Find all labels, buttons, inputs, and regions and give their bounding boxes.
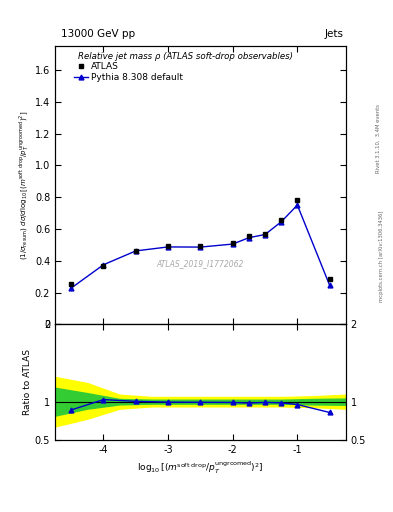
ATLAS [279,217,284,223]
Pythia 8.308 default [198,244,203,250]
Pythia 8.308 default [327,282,332,288]
Pythia 8.308 default [246,234,251,241]
Text: ATLAS_2019_I1772062: ATLAS_2019_I1772062 [157,259,244,268]
Pythia 8.308 default [69,285,73,291]
Pythia 8.308 default [101,262,106,268]
Text: Relative jet mass ρ (ATLAS soft-drop observables): Relative jet mass ρ (ATLAS soft-drop obs… [78,52,294,60]
Text: 13000 GeV pp: 13000 GeV pp [61,29,135,39]
X-axis label: $\log_{10}[(m^{\rm soft\ drop}/p_T^{\rm ungroomed})^2]$: $\log_{10}[(m^{\rm soft\ drop}/p_T^{\rm … [137,459,264,476]
ATLAS [198,243,203,249]
Pythia 8.308 default [295,202,300,208]
Text: Rivet 3.1.10,  3.4M events: Rivet 3.1.10, 3.4M events [376,104,380,173]
ATLAS [101,263,106,269]
ATLAS [230,240,235,246]
ATLAS [327,276,332,282]
ATLAS [295,197,300,203]
ATLAS [69,281,73,287]
Legend: ATLAS, Pythia 8.308 default: ATLAS, Pythia 8.308 default [74,62,183,82]
ATLAS [166,243,171,249]
Line: ATLAS: ATLAS [69,198,332,286]
Y-axis label: $(1/\sigma_{\rm resum})\ d\sigma/d\log_{10}[(m^{\rm soft\ drop}/p_T^{\rm ungroom: $(1/\sigma_{\rm resum})\ d\sigma/d\log_{… [17,111,31,260]
Text: Jets: Jets [325,29,344,39]
Pythia 8.308 default [230,241,235,247]
Pythia 8.308 default [279,219,284,225]
ATLAS [134,248,138,254]
Line: Pythia 8.308 default: Pythia 8.308 default [69,203,332,290]
Pythia 8.308 default [134,248,138,254]
ATLAS [263,230,267,237]
Text: mcplots.cern.ch [arXiv:1306.3436]: mcplots.cern.ch [arXiv:1306.3436] [380,210,384,302]
Pythia 8.308 default [166,244,171,250]
ATLAS [246,233,251,239]
Pythia 8.308 default [263,231,267,238]
Y-axis label: Ratio to ATLAS: Ratio to ATLAS [23,349,32,415]
